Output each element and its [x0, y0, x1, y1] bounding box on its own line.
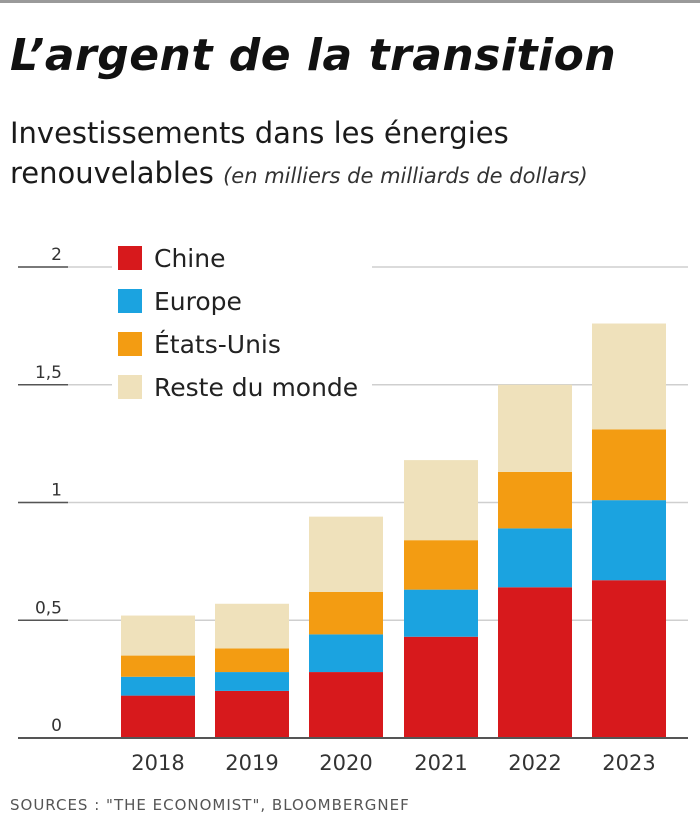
legend-swatch [118, 332, 142, 356]
bar-2020-4 [309, 516, 383, 592]
y-tick-label: 2 [51, 245, 62, 265]
bar-2022-4 [498, 384, 572, 472]
subtitle-text: Investissements dans les énergies renouv… [10, 116, 509, 190]
y-tick-label: 0 [51, 716, 62, 736]
unit-label: (en milliers de milliards de dollars) [223, 164, 588, 188]
legend-bg [112, 241, 372, 275]
bar-2020-2 [309, 634, 383, 673]
bar-2023-3 [592, 429, 666, 501]
bar-2022-3 [498, 471, 572, 529]
y-tick-label: 1,5 [35, 363, 62, 383]
bar-2023-2 [592, 500, 666, 581]
legend-label: États-Unis [154, 330, 281, 359]
y-tick-label: 1 [51, 481, 62, 501]
legend-bg [112, 370, 372, 404]
legend-bg [112, 327, 372, 361]
bar-2023-4 [592, 323, 666, 430]
y-tick-label: 0,5 [35, 598, 62, 618]
bar-2018-4 [121, 615, 195, 656]
x-tick-label: 2018 [131, 751, 184, 775]
bar-2018-2 [121, 676, 195, 696]
bar-2023-1 [592, 580, 666, 738]
legend-swatch [118, 289, 142, 313]
x-tick-label: 2020 [319, 751, 372, 775]
bar-2018-3 [121, 655, 195, 677]
top-rule [0, 0, 700, 3]
x-tick-label: 2019 [225, 751, 278, 775]
bar-2020-1 [309, 672, 383, 738]
bar-2021-3 [404, 540, 478, 590]
x-tick-label: 2021 [414, 751, 467, 775]
legend-label: Europe [154, 287, 242, 316]
x-tick-label: 2023 [602, 751, 655, 775]
bar-2019-4 [215, 603, 289, 649]
bar-2019-2 [215, 672, 289, 691]
bar-2022-1 [498, 587, 572, 738]
bar-2020-3 [309, 591, 383, 635]
bar-2019-3 [215, 648, 289, 673]
legend-label: Chine [154, 244, 225, 273]
bar-2021-1 [404, 636, 478, 738]
source-note: SOURCES : "THE ECONOMIST", BLOOMBERGNEF [10, 796, 410, 814]
chart-title: L’argent de la transition [10, 30, 617, 81]
chart-subtitle: Investissements dans les énergies renouv… [10, 113, 700, 196]
legend-bg [112, 284, 372, 318]
legend-label: Reste du monde [154, 373, 358, 402]
bar-2022-2 [498, 528, 572, 588]
bar-2018-1 [121, 695, 195, 738]
stacked-bar-chart: 0 0,5 1 1,5 2 2018 2019 2020 2021 2022 2023 Chine Eu… [18, 241, 688, 775]
bar-2021-2 [404, 589, 478, 637]
legend-swatch [118, 246, 142, 270]
bar-2019-1 [215, 690, 289, 738]
bar-2021-4 [404, 460, 478, 541]
x-tick-label: 2022 [508, 751, 561, 775]
legend-swatch [118, 375, 142, 399]
